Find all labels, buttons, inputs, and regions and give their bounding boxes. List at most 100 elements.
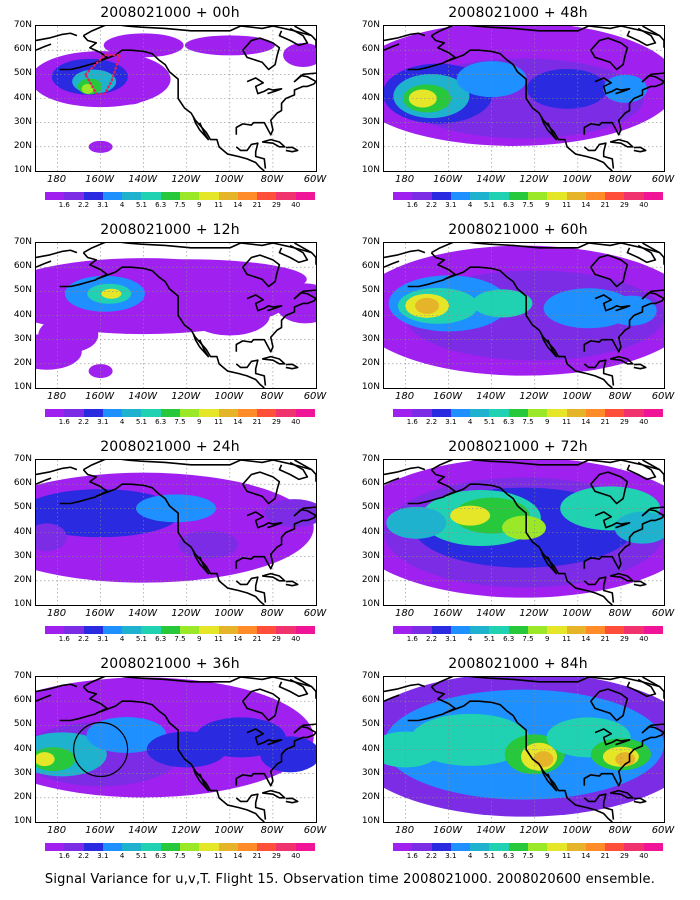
colorbar-swatch — [83, 626, 103, 634]
colorbar-swatch — [276, 192, 296, 200]
colorbar-tick-label: 3.1 — [445, 201, 457, 209]
colorbar-tick-label: 4 — [119, 418, 125, 426]
colorbar-tick-label: 7.5 — [174, 418, 186, 426]
colorbar-swatch — [431, 409, 451, 417]
longitude-label: 140W — [476, 174, 506, 185]
panel-title: 2008021000 + 60h — [448, 222, 588, 238]
colorbar-tick-label: 4 — [467, 635, 473, 643]
colorbar-swatch — [199, 626, 219, 634]
colorbar-swatch — [470, 409, 490, 417]
colorbar-swatch — [276, 409, 296, 417]
colorbar-tick-label: 11 — [562, 418, 572, 426]
coastline — [430, 35, 613, 171]
colorbar-tick-label: 2.2 — [425, 201, 438, 209]
colorbar-swatch — [605, 626, 625, 634]
colorbar-swatch — [585, 409, 606, 417]
longitude-label: 120W — [519, 391, 549, 402]
colorbar-tick-label: 29 — [619, 635, 629, 643]
colorbar-tick-label: 2.2 — [77, 852, 90, 860]
longitude-label: 60W — [303, 391, 327, 402]
colorbar-swatch — [45, 409, 65, 417]
variance-contour — [410, 713, 531, 766]
colorbar-swatch — [218, 626, 238, 634]
colorbar-swatch — [45, 192, 65, 200]
colorbar-swatch — [393, 843, 413, 851]
colorbar-swatch — [643, 843, 663, 851]
colorbar-tick-label: 21 — [600, 201, 610, 209]
colorbar-swatch — [179, 192, 200, 200]
coastline — [626, 461, 657, 481]
coastline — [285, 146, 299, 153]
latitude-label: 20N — [361, 140, 380, 151]
colorbar-labels: 1.6 2.2 3.1 4 5.1 6.3 7.5 9 11 14 21 29 40 — [45, 636, 315, 646]
colorbar-labels: 1.6 2.2 3.1 4 5.1 6.3 7.5 9 11 14 21 29 40 — [45, 419, 315, 429]
coastline — [36, 694, 52, 702]
colorbar-swatch — [64, 626, 84, 634]
coastline — [384, 683, 426, 693]
longitude-label: 60W — [651, 174, 675, 185]
longitude-label: 120W — [519, 608, 549, 619]
colorbar-tick-label: 9 — [197, 201, 202, 209]
colorbar-swatch — [605, 192, 625, 200]
coastline — [583, 723, 664, 787]
coastline — [285, 797, 299, 804]
latitude-label: 20N — [13, 574, 32, 585]
colorbar-tick-label: 5.1 — [483, 635, 495, 643]
colorbar-tick-label: 6.3 — [155, 418, 167, 426]
colorbar-tick-label: 7.5 — [174, 852, 186, 860]
latitude-label: 70N — [361, 671, 380, 681]
colorbar-swatch — [199, 409, 219, 417]
colorbar — [393, 192, 663, 200]
colorbar-tick-label: 7.5 — [522, 635, 534, 643]
colorbar-tick-label: 40 — [291, 635, 301, 643]
colorbar-tick-label: 1.6 — [58, 852, 70, 860]
latitude-label: 70N — [361, 237, 380, 247]
colorbar-swatch — [83, 409, 103, 417]
colorbar-swatch — [566, 626, 586, 634]
coastline — [590, 688, 629, 722]
coastline — [384, 32, 426, 42]
variance-contour — [86, 717, 167, 753]
longitude-label: 100W — [214, 825, 244, 836]
variance-contour — [527, 68, 608, 109]
colorbar-tick-label: 40 — [291, 852, 301, 860]
colorbar-tick-label: 7.5 — [174, 635, 186, 643]
variance-map — [384, 677, 664, 822]
colorbar-tick-label: 2.2 — [425, 418, 438, 426]
coastline — [583, 142, 615, 169]
longitude-label: 160W — [433, 825, 463, 836]
map-panel: 2008021000 + 48h 70N 60N 50N 40N 30N 20N 10N 180… — [348, 5, 688, 215]
coastline — [540, 550, 558, 575]
colorbar-labels: 1.6 2.2 3.1 4 5.1 6.3 7.5 9 11 14 21 29 40 — [393, 636, 663, 646]
coastline — [633, 363, 647, 370]
longitude-label: 80W — [608, 174, 632, 185]
panel-title: 2008021000 + 36h — [100, 656, 240, 672]
variance-contour — [118, 92, 143, 105]
latitude-label: 30N — [13, 333, 32, 344]
longitude-label: 60W — [651, 825, 675, 836]
colorbar-tick-label: 1.6 — [406, 635, 418, 643]
coastline — [583, 506, 664, 570]
panel-title: 2008021000 + 12h — [100, 222, 240, 238]
colorbar-swatch — [102, 843, 123, 851]
colorbar-tick-label: 9 — [545, 418, 550, 426]
coastline — [36, 260, 52, 268]
variance-map — [36, 26, 316, 171]
colorbar-tick-label: 4 — [467, 418, 473, 426]
latitude-label: 10N — [361, 599, 380, 609]
colorbar-swatch — [237, 192, 258, 200]
latitude-label: 60N — [361, 478, 380, 489]
coastline — [594, 511, 631, 529]
latitude-label: 30N — [13, 767, 32, 778]
colorbar-swatch — [624, 192, 644, 200]
map-panel: 2008021000 + 60h 70N 60N 50N 40N 30N 20N 10N 180… — [348, 222, 688, 432]
longitude-label: 180 — [46, 391, 67, 402]
colorbar-tick-label: 7.5 — [522, 852, 534, 860]
coastline — [609, 572, 634, 582]
map-plot — [383, 459, 665, 606]
colorbar-swatch — [141, 409, 161, 417]
coastline — [59, 712, 97, 722]
colorbar-swatch — [605, 843, 625, 851]
latitude-label: 20N — [13, 140, 32, 151]
colorbar-swatch — [218, 843, 238, 851]
